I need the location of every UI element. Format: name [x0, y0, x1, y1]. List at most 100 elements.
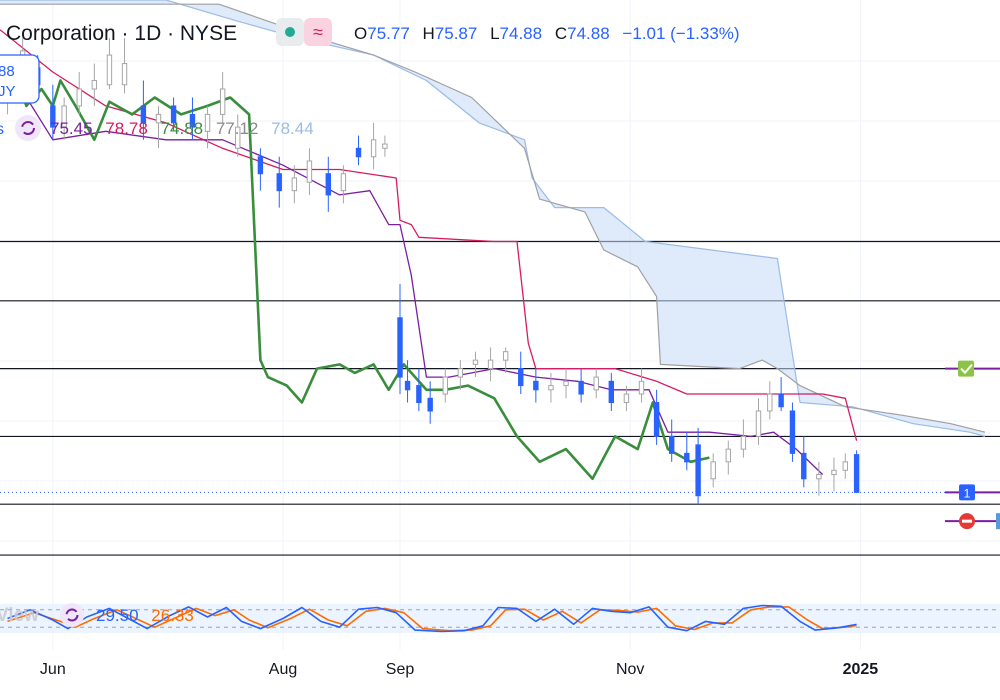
candle-body [397, 317, 403, 378]
candle-body [340, 173, 347, 192]
watermark-text: View [0, 605, 39, 626]
candle-body [623, 393, 630, 404]
base-line [0, 29, 858, 441]
candle-body [668, 435, 675, 454]
candle-body [767, 393, 773, 412]
candle-body [355, 147, 362, 158]
svg-text:88: 88 [0, 63, 15, 80]
candle-body [778, 393, 784, 408]
candle-body [106, 54, 113, 86]
candle-body [155, 113, 162, 124]
candle-body [91, 80, 98, 90]
ichimoku-value-span-a: 78.44 [271, 119, 314, 138]
candle-body [502, 351, 509, 361]
candle-body [653, 402, 660, 437]
order-edge [996, 513, 1000, 530]
x-axis-tick-label: Sep [386, 661, 415, 678]
candle-body [370, 139, 377, 158]
candle-body [204, 113, 211, 132]
price-badge[interactable]: 88 JY [0, 54, 40, 104]
candle-body [189, 113, 196, 128]
candle-body [306, 160, 313, 183]
candle-body [219, 88, 226, 115]
candle-body [61, 105, 67, 128]
svg-text:29.50 26.33: 29.50 26.33 [96, 606, 194, 625]
svg-text:s: s [0, 121, 4, 138]
candle-body [472, 359, 479, 365]
check-icon[interactable] [958, 360, 974, 377]
svg-text:JY: JY [0, 83, 16, 100]
candle-body [140, 105, 147, 124]
candle-body [608, 380, 615, 404]
candle-body [638, 380, 645, 395]
ichimoku-value-base: 78.78 [105, 119, 148, 138]
compare-toggle[interactable]: ≈ [304, 18, 332, 46]
refresh-icon[interactable] [60, 603, 84, 627]
candle-body [291, 177, 298, 192]
candle-body [842, 461, 848, 471]
candle-body [276, 173, 282, 192]
x-axis-tick-label: Jun [40, 661, 66, 678]
candle-body [382, 143, 388, 149]
candle-body [801, 452, 807, 480]
symbol-title: Corporation · 1D · NYSE [6, 22, 237, 45]
candle-body [853, 454, 860, 493]
candle-body [548, 385, 554, 391]
ichimoku-cloud [0, 0, 985, 437]
candle-body [487, 359, 494, 370]
candle-body [76, 88, 82, 107]
candle-body [416, 385, 422, 404]
candle-body [684, 452, 690, 463]
ohlc-readout: O75.77 H75.87 L74.88 C74.88 −1.01 (−1.33… [354, 24, 740, 43]
ichimoku-value-conversion: 75.45 [50, 119, 93, 138]
svg-text:75.45 78.78 74.88: 75.45 78.78 74.88 77.12 78.44 [50, 119, 314, 138]
candle-body [831, 469, 837, 476]
no-entry-bar [962, 519, 972, 523]
candle-body [563, 380, 569, 387]
conversion-line [0, 54, 824, 475]
leading-span-b-line [0, 3, 986, 433]
visibility-toggle[interactable] [276, 18, 304, 46]
stoch-legend: View 29.50 26.33 [0, 603, 194, 627]
stoch-d-value: 26.33 [151, 606, 194, 625]
candle-body [404, 380, 411, 391]
candle-body [442, 376, 448, 395]
candle-body [325, 173, 332, 196]
x-axis-tick-label: Aug [269, 661, 297, 678]
candle-body [725, 448, 732, 463]
check-mark [960, 363, 973, 375]
order-badge[interactable] [959, 484, 975, 501]
candle-body [533, 380, 539, 391]
candle-body [518, 368, 524, 387]
candle-body [121, 63, 128, 86]
stoch-k-line [7, 604, 857, 633]
ichimoku-value-lagging: 74.88 [161, 119, 204, 138]
ichimoku-value-span-b: 77.12 [216, 119, 259, 138]
x-axis-tick-label: 2025 [843, 661, 879, 678]
wave-icon: ≈ [313, 22, 323, 42]
candle-body [50, 105, 56, 128]
candle-body [235, 126, 241, 149]
candle-body [789, 410, 796, 454]
candle-body [740, 435, 747, 450]
candle-body [427, 397, 433, 412]
ichimoku-legend: s 75.45 78.78 74.88 77.12 78.44 [0, 115, 314, 141]
candle-body [257, 156, 264, 175]
candle-body [457, 368, 464, 378]
candle-body [170, 105, 177, 124]
leading-span-a-line [0, 0, 986, 437]
order-label: 1 [964, 486, 971, 500]
candle-body [755, 410, 762, 437]
x-axis-tick-label: Nov [616, 661, 644, 678]
candle-body [710, 461, 716, 480]
candle-body [695, 444, 701, 497]
candle-body [578, 380, 584, 395]
candle-body [816, 474, 822, 480]
eye-icon [285, 27, 295, 37]
candle-body [593, 376, 599, 391]
refresh-icon[interactable] [15, 115, 41, 141]
stoch-k-value: 29.50 [96, 606, 139, 625]
lagging-span-line [0, 62, 710, 481]
